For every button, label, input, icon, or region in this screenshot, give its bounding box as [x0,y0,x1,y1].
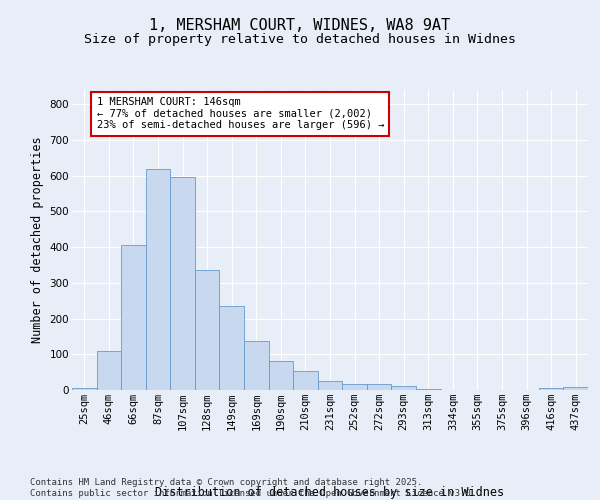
Bar [170,177,195,390]
Bar [220,306,244,390]
Bar [367,384,391,390]
Bar [146,168,170,390]
Bar [342,384,367,390]
Bar [293,371,318,390]
Bar [391,386,416,390]
Bar [318,382,342,390]
Text: Size of property relative to detached houses in Widnes: Size of property relative to detached ho… [84,32,516,46]
Bar [539,388,563,390]
Bar [97,350,121,390]
Bar [563,387,588,390]
Bar [72,388,97,390]
Bar [195,270,220,390]
Text: Contains HM Land Registry data © Crown copyright and database right 2025.
Contai: Contains HM Land Registry data © Crown c… [30,478,476,498]
Bar [269,362,293,390]
Bar [121,246,146,390]
Text: 1, MERSHAM COURT, WIDNES, WA8 9AT: 1, MERSHAM COURT, WIDNES, WA8 9AT [149,18,451,32]
Y-axis label: Number of detached properties: Number of detached properties [31,136,44,344]
Text: 1 MERSHAM COURT: 146sqm
← 77% of detached houses are smaller (2,002)
23% of semi: 1 MERSHAM COURT: 146sqm ← 77% of detache… [97,97,384,130]
X-axis label: Distribution of detached houses by size in Widnes: Distribution of detached houses by size … [155,486,505,499]
Bar [244,341,269,390]
